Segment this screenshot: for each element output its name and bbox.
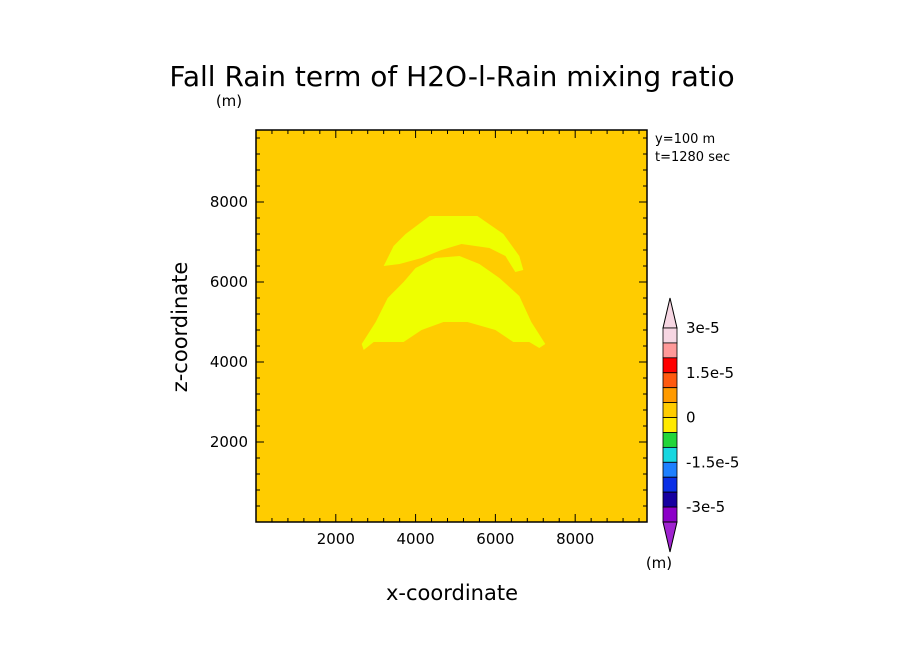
colorbar-bottom-arrow xyxy=(662,521,678,553)
annotation-t: t=1280 sec xyxy=(655,150,730,165)
x-tick-label: 8000 xyxy=(556,530,594,548)
colorbar-swatch xyxy=(662,387,678,404)
colorbar-swatch xyxy=(662,372,678,389)
colorbar-tick-label: 0 xyxy=(686,409,696,427)
colorbar: 3e-5 1.5e-5 0 -1.5e-5 -3e-5 xyxy=(662,297,739,553)
x-axis-label: x-coordinate xyxy=(386,581,518,605)
y-tick-label: 8000 xyxy=(210,193,248,211)
colorbar-tick-label: -3e-5 xyxy=(686,498,725,516)
x-tick-labels: 2000 4000 6000 8000 xyxy=(317,530,595,548)
colorbar-top-arrow xyxy=(662,297,678,329)
units-label: (m) xyxy=(216,92,242,110)
background-fill xyxy=(256,130,647,522)
contour-region-upper-band xyxy=(383,216,524,272)
plot-frame xyxy=(255,129,648,523)
annotation-y: y=100 m xyxy=(655,132,715,147)
plot-area xyxy=(255,129,648,523)
colorbar-swatch xyxy=(662,342,678,359)
colorbar-swatch xyxy=(662,476,678,493)
colorbar-swatch xyxy=(662,417,678,433)
colorbar-swatch xyxy=(662,402,678,418)
contour-region-lower-dome xyxy=(361,256,546,350)
colorbar-swatch xyxy=(662,357,678,374)
colorbar-units-label: (m) xyxy=(646,554,672,572)
x-tick-label: 2000 xyxy=(317,530,355,548)
y-axis-label: z-coordinate xyxy=(168,262,192,393)
y-tick-label: 4000 xyxy=(210,353,248,371)
colorbar-swatch xyxy=(662,327,678,344)
colorbar-tick-label: -1.5e-5 xyxy=(686,453,739,471)
colorbar-swatch xyxy=(662,432,678,448)
colorbar-swatch xyxy=(662,491,678,508)
y-tick-labels: 2000 4000 6000 8000 xyxy=(210,193,248,451)
y-tick-label: 2000 xyxy=(210,433,248,451)
y-tick-label: 6000 xyxy=(210,273,248,291)
x-tick-label: 4000 xyxy=(396,530,434,548)
colorbar-swatch xyxy=(662,461,678,478)
colorbar-tick-label: 1.5e-5 xyxy=(686,364,734,382)
x-tick-label: 6000 xyxy=(476,530,514,548)
chart-title: Fall Rain term of H2O-l-Rain mixing rati… xyxy=(169,60,734,93)
colorbar-swatch xyxy=(662,446,678,463)
colorbar-tick-label: 3e-5 xyxy=(686,319,720,337)
colorbar-swatch xyxy=(662,506,678,523)
